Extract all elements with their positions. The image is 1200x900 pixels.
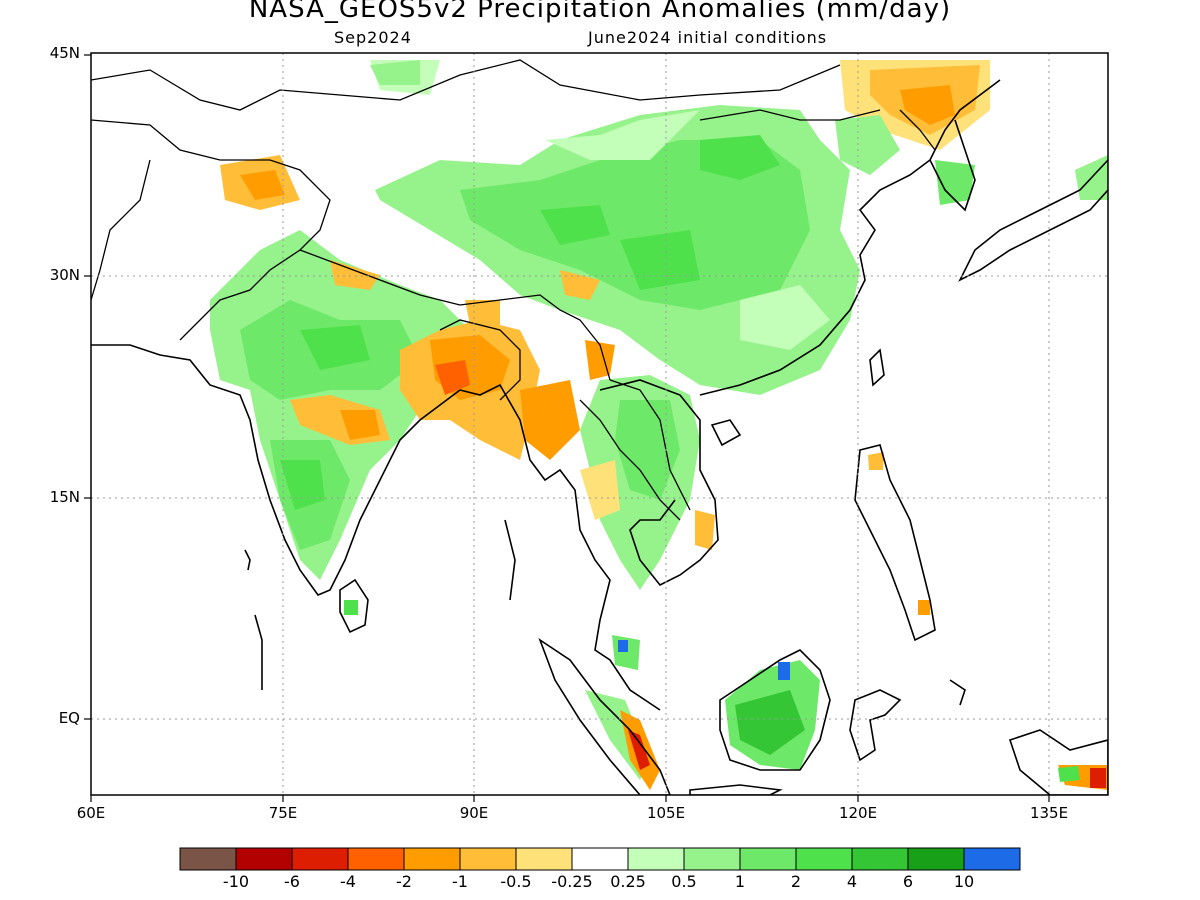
coastlines — [91, 79, 1108, 795]
colorbar-label: -2 — [396, 872, 412, 891]
colorbar-label: 1 — [734, 872, 746, 891]
colorbar-label: -10 — [222, 872, 250, 891]
lon-label-105e: 105E — [646, 804, 686, 822]
lon-label-90e: 90E — [459, 804, 489, 822]
lat-label-45n: 45N — [49, 44, 80, 62]
lat-label-30n: 30N — [49, 266, 80, 284]
gridlines — [91, 53, 1108, 795]
colorbar-label: 0.25 — [610, 872, 646, 891]
lat-label-eq: EQ — [58, 709, 80, 727]
colorbar-label: 6 — [902, 872, 914, 891]
lon-label-60e: 60E — [76, 804, 106, 822]
anomaly-shading — [210, 60, 1108, 790]
colorbar-label: -0.25 — [551, 872, 593, 891]
lon-label-75e: 75E — [268, 804, 298, 822]
colorbar-label: -0.5 — [500, 872, 532, 891]
colorbar-label: -6 — [284, 872, 300, 891]
colorbar-label: -1 — [452, 872, 468, 891]
initial-conditions-label: June2024 initial conditions — [588, 28, 828, 47]
map-frame — [90, 52, 1109, 796]
chart-title: NASA_GEOS5v2 Precipitation Anomalies (mm… — [248, 0, 952, 24]
lon-label-135e: 135E — [1029, 804, 1069, 822]
country-borders — [91, 59, 936, 521]
colorbar-label: 10 — [953, 872, 975, 891]
forecast-month-label: Sep2024 — [334, 28, 412, 47]
colorbar-label: 4 — [846, 872, 858, 891]
lat-label-15n: 15N — [49, 488, 80, 506]
colorbar-label: -4 — [340, 872, 356, 891]
lon-label-120e: 120E — [838, 804, 878, 822]
axis-ticks — [84, 54, 1050, 802]
colorbar-label: 2 — [790, 872, 802, 891]
colorbar-label: 0.5 — [671, 872, 697, 891]
